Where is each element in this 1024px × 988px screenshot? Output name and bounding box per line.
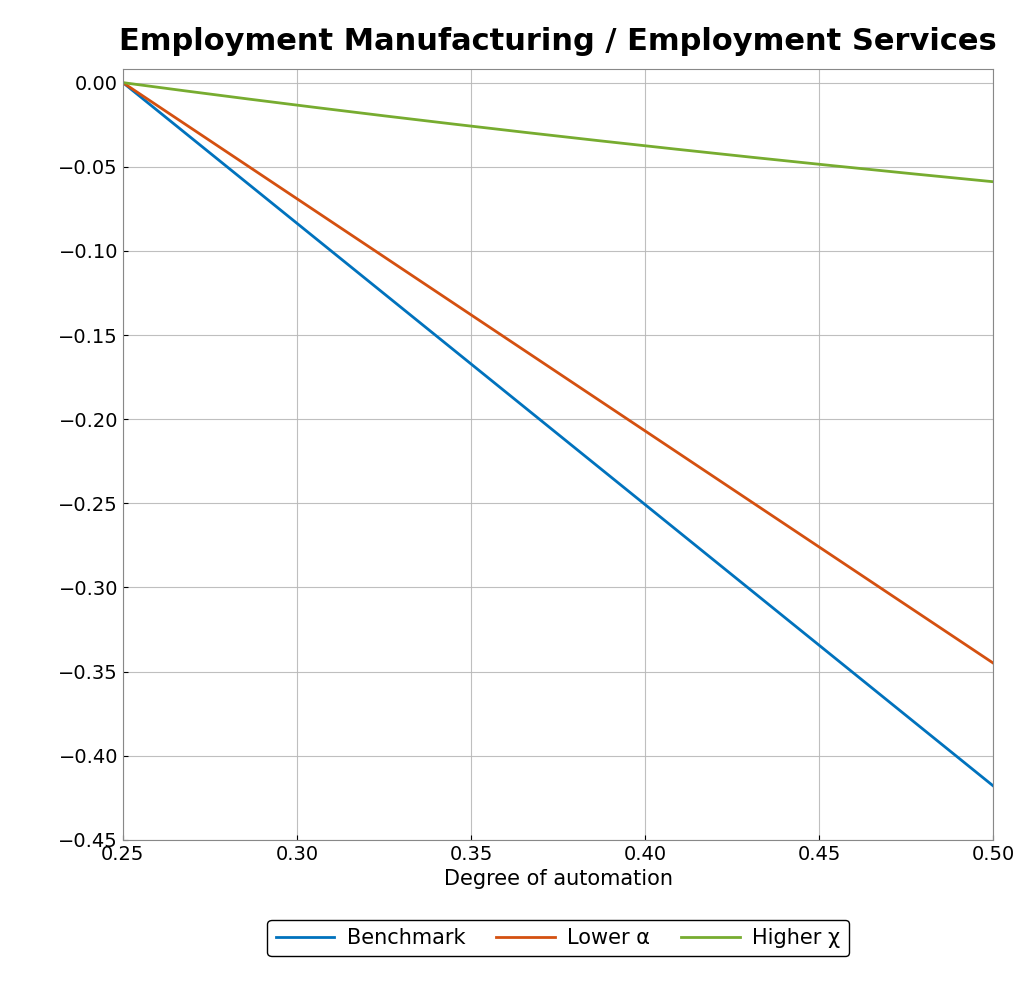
Line: Benchmark: Benchmark [123, 83, 993, 786]
Lower α [796, 530, 808, 541]
Higher χ [500, 124, 512, 136]
Lower α [715, 475, 727, 487]
Lower α [117, 77, 129, 89]
Legend: Benchmark, Lower α, Higher χ: Benchmark, Lower α, Higher χ [267, 920, 849, 956]
Benchmark [811, 638, 823, 650]
Benchmark [500, 386, 512, 398]
Line: Lower α: Lower α [123, 83, 993, 663]
Benchmark [987, 781, 999, 792]
Higher χ [469, 121, 481, 132]
Lower α [469, 311, 481, 323]
Higher χ [715, 148, 727, 160]
Lower α [500, 332, 512, 344]
Title: Employment Manufacturing / Employment Services: Employment Manufacturing / Employment Se… [119, 27, 997, 55]
Benchmark [206, 148, 218, 160]
Lower α [811, 539, 823, 551]
Benchmark [117, 77, 129, 89]
Benchmark [715, 559, 727, 571]
Higher χ [811, 158, 823, 170]
X-axis label: Degree of automation: Degree of automation [443, 869, 673, 889]
Higher χ [117, 77, 129, 89]
Higher χ [796, 156, 808, 168]
Line: Higher χ: Higher χ [123, 83, 993, 182]
Higher χ [206, 88, 218, 100]
Higher χ [987, 176, 999, 188]
Lower α [206, 136, 218, 148]
Lower α [987, 657, 999, 669]
Benchmark [469, 362, 481, 373]
Benchmark [796, 625, 808, 637]
